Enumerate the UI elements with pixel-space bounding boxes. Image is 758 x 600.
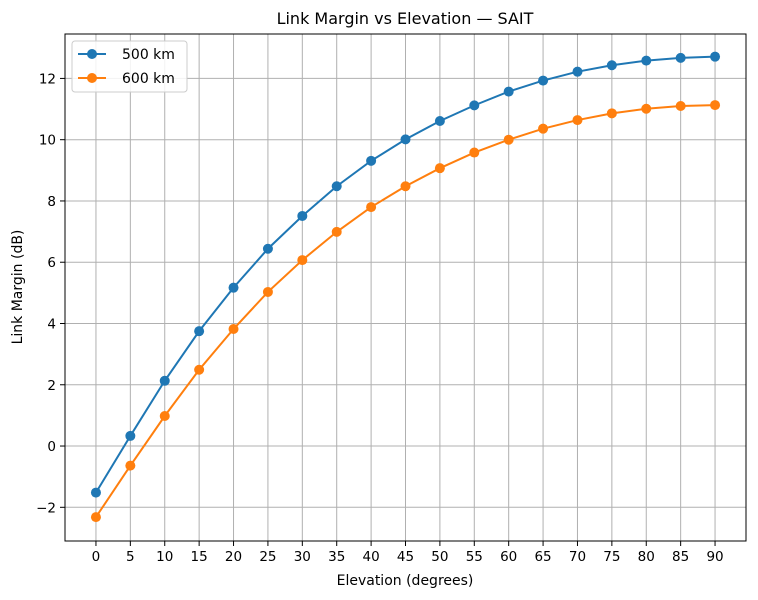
data-point — [331, 226, 342, 237]
data-point — [90, 512, 101, 523]
grid — [65, 34, 746, 541]
data-point — [606, 60, 617, 71]
x-tick-label: 55 — [466, 549, 483, 565]
chart-title: Link Margin vs Elevation — SAIT — [277, 9, 534, 28]
data-point — [366, 202, 377, 213]
data-point — [675, 100, 686, 111]
data-point — [503, 134, 514, 145]
data-point — [469, 100, 480, 111]
legend-item: 500 km — [78, 47, 175, 63]
data-point — [297, 255, 308, 266]
x-axis-label: Elevation (degrees) — [337, 573, 474, 589]
data-point — [710, 100, 721, 111]
data-point — [469, 147, 480, 158]
data-point — [434, 116, 445, 127]
data-point — [400, 181, 411, 192]
data-point — [125, 430, 136, 441]
legend-item: 600 km — [78, 71, 175, 87]
data-point — [228, 324, 239, 335]
data-point — [194, 326, 205, 337]
data-point — [366, 155, 377, 166]
data-point — [538, 75, 549, 86]
x-tick-label: 65 — [534, 549, 551, 565]
data-point — [710, 51, 721, 62]
legend-label: 500 km — [122, 47, 175, 63]
data-point — [538, 123, 549, 134]
series-group — [90, 51, 721, 523]
data-point — [262, 286, 273, 297]
y-axis: −2 0 2 4 6 8 10 12 — [36, 71, 65, 516]
x-tick-label: 80 — [638, 549, 655, 565]
data-point — [228, 282, 239, 293]
y-tick-label: −2 — [36, 500, 56, 516]
data-point — [572, 66, 583, 77]
data-point — [641, 103, 652, 114]
data-point — [331, 181, 342, 192]
data-point — [434, 163, 445, 174]
x-tick-label: 20 — [225, 549, 242, 565]
x-tick-label: 25 — [259, 549, 276, 565]
y-tick-label: 10 — [39, 133, 56, 149]
data-point — [641, 55, 652, 66]
x-tick-label: 0 — [92, 549, 101, 565]
data-point — [90, 487, 101, 498]
x-tick-label: 5 — [126, 549, 135, 565]
data-point — [400, 134, 411, 145]
data-point — [159, 375, 170, 386]
legend-marker — [87, 73, 97, 83]
y-tick-label: 8 — [47, 194, 56, 210]
x-tick-label: 90 — [706, 549, 723, 565]
y-axis-label: Link Margin (dB) — [10, 230, 26, 345]
data-point — [159, 411, 170, 422]
data-point — [262, 243, 273, 254]
y-tick-label: 2 — [47, 378, 56, 394]
x-tick-label: 15 — [191, 549, 208, 565]
x-tick-label: 35 — [328, 549, 345, 565]
data-point — [572, 115, 583, 126]
data-point — [297, 210, 308, 221]
x-axis: 0 5 10 15 20 25 30 35 40 45 50 55 60 65 70 75 80 85 90 — [92, 541, 724, 565]
data-point — [125, 460, 136, 471]
x-tick-label: 85 — [672, 549, 689, 565]
y-tick-label: 4 — [47, 316, 56, 332]
data-point — [675, 52, 686, 63]
x-tick-label: 45 — [397, 549, 414, 565]
x-tick-label: 70 — [569, 549, 586, 565]
data-point — [194, 364, 205, 375]
series-1 — [90, 51, 721, 498]
x-tick-label: 10 — [156, 549, 173, 565]
y-tick-label: 6 — [47, 255, 56, 271]
x-tick-label: 50 — [431, 549, 448, 565]
x-tick-label: 60 — [500, 549, 517, 565]
x-tick-label: 40 — [363, 549, 380, 565]
y-tick-label: 12 — [39, 71, 56, 87]
legend-marker — [87, 49, 97, 59]
x-tick-label: 75 — [603, 549, 620, 565]
series-2 — [90, 100, 721, 523]
y-tick-label: 0 — [47, 439, 56, 455]
legend-label: 600 km — [122, 71, 175, 87]
data-point — [503, 86, 514, 97]
data-point — [606, 108, 617, 119]
legend: 500 km 600 km — [71, 40, 188, 93]
x-tick-label: 30 — [294, 549, 311, 565]
